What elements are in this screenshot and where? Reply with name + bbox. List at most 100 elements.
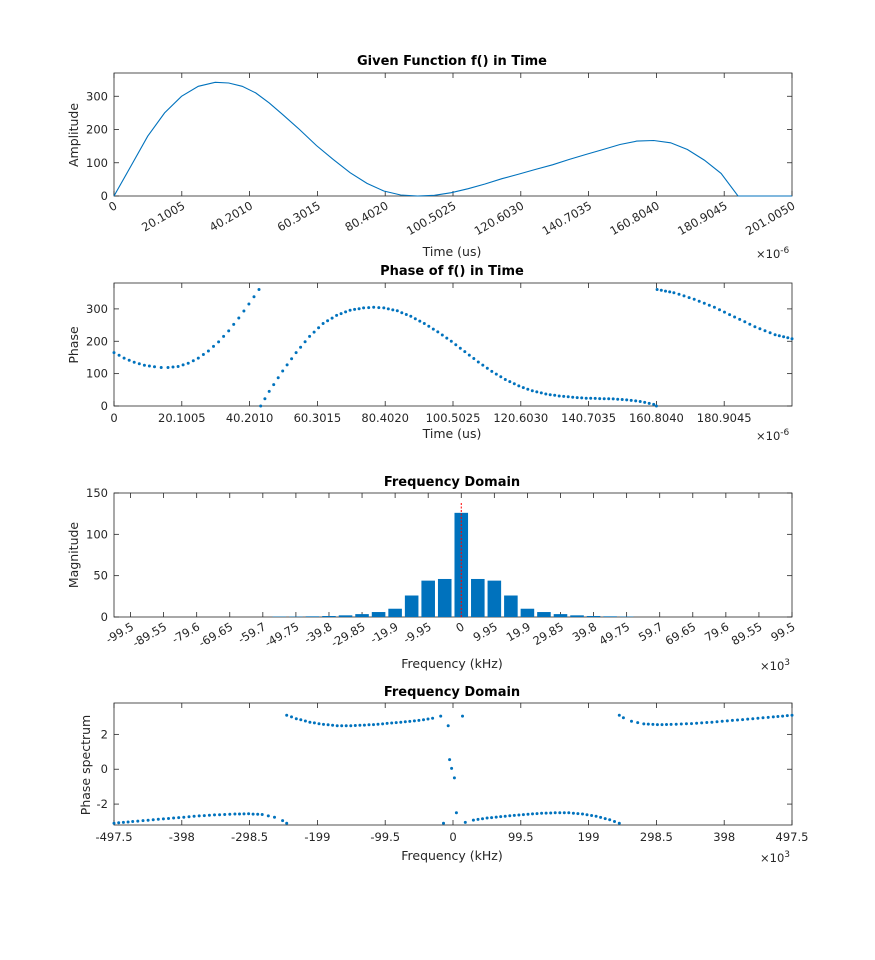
data-point — [786, 336, 790, 340]
data-point — [584, 396, 588, 400]
data-point — [715, 720, 719, 724]
data-point — [602, 397, 606, 401]
data-point — [257, 288, 261, 291]
data-point — [394, 721, 398, 725]
data-point — [353, 307, 357, 311]
data-point — [508, 814, 512, 818]
data-point — [562, 811, 566, 815]
data-point — [131, 820, 135, 823]
data-point — [167, 817, 170, 820]
bar — [454, 512, 469, 617]
data-point — [317, 326, 321, 330]
data-point — [636, 721, 640, 725]
panel-2-title: Phase of f() in Time — [380, 264, 524, 279]
data-point — [544, 811, 548, 815]
data-point — [192, 814, 196, 818]
x-tick-label: -99.5 — [370, 830, 400, 844]
data-point — [390, 721, 394, 725]
bar — [586, 616, 601, 617]
data-point — [710, 720, 714, 724]
data-point — [499, 815, 503, 819]
data-point — [567, 811, 571, 815]
data-point — [781, 714, 785, 718]
data-point — [404, 313, 408, 316]
data-point — [156, 817, 160, 821]
data-point — [339, 312, 343, 316]
data-point — [171, 365, 175, 369]
data-point — [763, 329, 767, 333]
data-point — [638, 400, 642, 403]
data-point — [580, 396, 584, 400]
data-point — [461, 714, 464, 718]
data-point — [382, 306, 386, 310]
data-point — [517, 384, 521, 388]
data-point — [238, 812, 241, 816]
bar — [355, 614, 369, 617]
data-point — [616, 397, 620, 401]
data-point — [242, 812, 246, 816]
data-point — [771, 715, 775, 719]
data-point — [611, 397, 615, 401]
x-tick-label: 199 — [578, 830, 600, 844]
data-point — [535, 390, 539, 394]
data-point — [702, 301, 706, 305]
y-tick-label: 0 — [101, 189, 108, 203]
bar — [537, 612, 551, 617]
data-point — [503, 814, 507, 818]
data-point — [177, 816, 181, 820]
data-point — [340, 724, 344, 728]
data-point — [247, 812, 251, 816]
data-point — [121, 820, 125, 824]
data-point — [159, 366, 163, 369]
data-point — [761, 716, 765, 720]
data-point — [233, 812, 237, 816]
data-point — [512, 382, 516, 386]
data-point — [201, 353, 205, 356]
data-point — [182, 815, 186, 819]
x-tick-label: -298.5 — [231, 830, 268, 844]
data-point — [213, 813, 216, 817]
data-point — [590, 814, 594, 817]
data-point — [344, 310, 348, 314]
data-point — [630, 719, 633, 723]
data-point — [598, 397, 602, 401]
data-point — [687, 296, 691, 300]
data-point — [172, 816, 176, 820]
data-point — [409, 314, 413, 318]
data-point — [679, 722, 683, 726]
data-point — [445, 336, 449, 340]
data-point — [137, 362, 141, 366]
data-point — [266, 814, 270, 818]
data-point — [521, 386, 525, 390]
data-point — [566, 395, 570, 399]
data-point — [712, 305, 716, 309]
data-point — [773, 333, 777, 337]
data-point — [117, 353, 121, 357]
frequency-phase-panel: Frequency Domain -497.5 -398 -298.5 -199 -99… — [78, 685, 808, 865]
panel-4-ylabel: Phase spectrum — [78, 715, 93, 815]
data-point — [743, 320, 747, 324]
data-point — [508, 380, 512, 384]
data-point — [603, 817, 607, 821]
x-tick-label: 20.1005 — [158, 411, 206, 425]
data-point — [362, 723, 366, 727]
data-point — [629, 398, 633, 402]
data-point — [751, 717, 755, 721]
data-point — [222, 334, 226, 338]
data-point — [540, 811, 544, 815]
data-point — [218, 813, 222, 817]
data-point — [720, 719, 724, 723]
x-tick-label: -398 — [169, 830, 195, 844]
panel-2-x-multiplier-exp: -6 — [780, 428, 789, 438]
data-point — [136, 819, 140, 823]
series-line — [113, 81, 792, 197]
data-point — [674, 722, 678, 726]
data-point — [147, 364, 151, 368]
data-point — [581, 812, 584, 816]
data-point — [267, 389, 271, 393]
y-tick-label: -2 — [97, 797, 108, 811]
data-point — [730, 718, 734, 722]
data-point — [617, 713, 621, 717]
data-point — [738, 317, 742, 321]
data-point — [664, 289, 667, 293]
